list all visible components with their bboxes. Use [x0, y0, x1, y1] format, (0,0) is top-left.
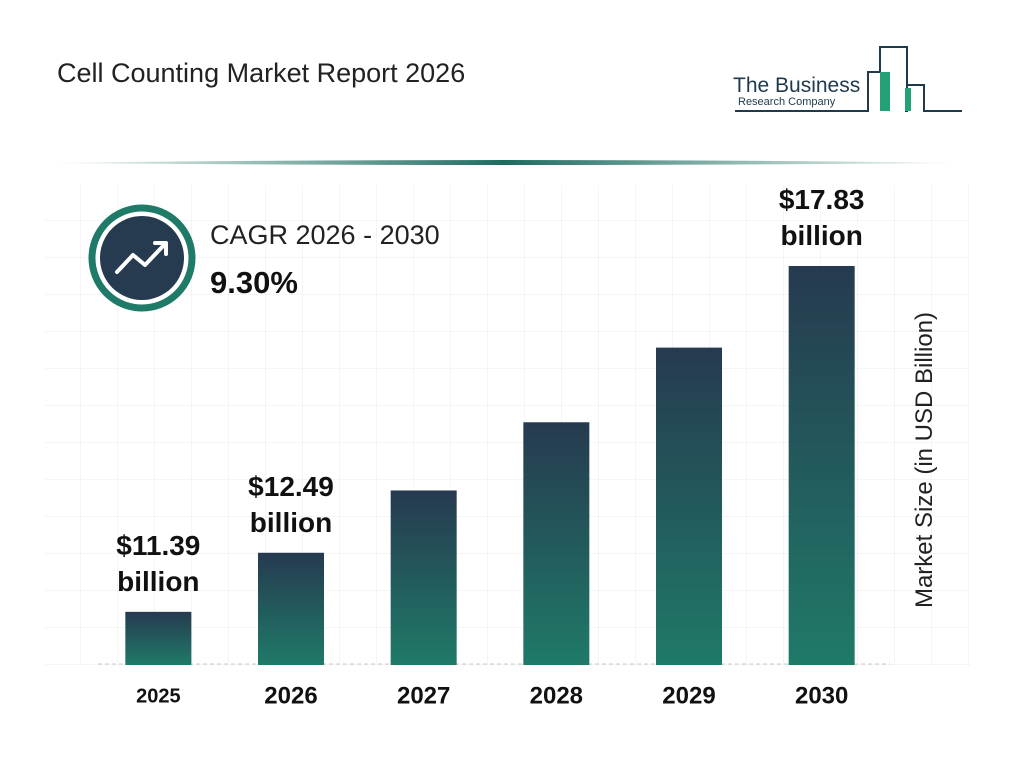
bar [523, 422, 590, 665]
y-axis-label: Market Size (in USD Billion) [911, 311, 938, 609]
bar [656, 347, 722, 665]
cagr-value: 9.30% [210, 265, 298, 300]
x-tick-label: 2026 [264, 682, 317, 709]
chart-title: Cell Counting Market Report 2026 [57, 58, 466, 88]
bar [390, 490, 457, 665]
bar [788, 265, 855, 665]
cagr-icon [100, 216, 184, 300]
logo-shapes [735, 46, 962, 112]
x-tick-label: 2030 [795, 682, 848, 709]
header-rule [40, 160, 970, 165]
x-tick-label: 2027 [397, 682, 450, 709]
value-label: $11.39 billion [116, 529, 201, 597]
x-tick-label: 2025 [136, 685, 181, 707]
value-label: $17.83 billion [778, 183, 865, 251]
x-tick-label: 2028 [530, 682, 583, 709]
trend-arrow [115, 241, 168, 274]
x-tick-label: 2029 [662, 682, 715, 709]
cagr-label: CAGR 2026 - 2030 [210, 220, 440, 250]
value-label: $12.49 billion [248, 470, 334, 538]
bar [258, 552, 324, 665]
bar [125, 611, 192, 665]
logo-text: Research Company [738, 96, 836, 108]
logo-text: The Business [733, 74, 861, 97]
